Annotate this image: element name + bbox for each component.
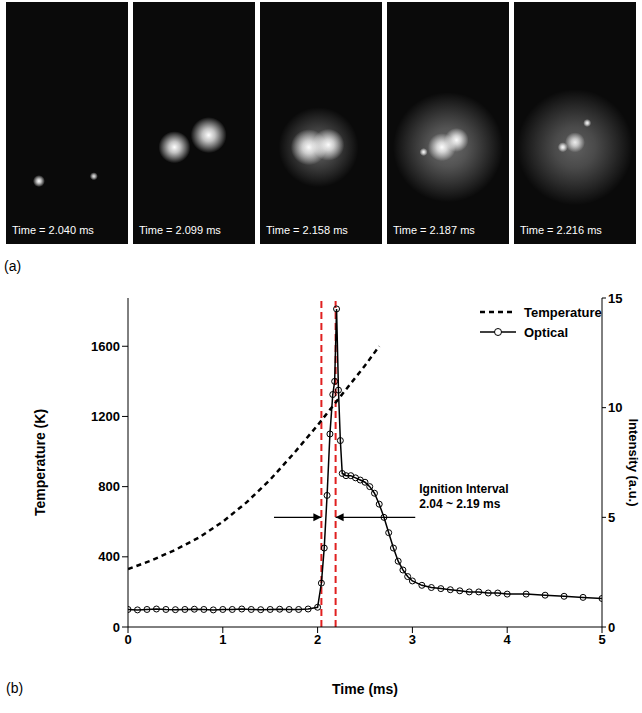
svg-text:2: 2 <box>314 632 321 647</box>
svg-text:0: 0 <box>608 620 615 635</box>
svg-text:0: 0 <box>113 620 120 635</box>
html-text:(b): (b) <box>6 680 24 696</box>
svg-text:Time = 2.099 ms: Time = 2.099 ms <box>139 224 221 236</box>
svg-text:1: 1 <box>219 632 226 647</box>
svg-text:Intensity (a.u.): Intensity (a.u.) <box>626 418 641 506</box>
svg-text:10: 10 <box>608 400 622 415</box>
html-text:Temperature: Temperature <box>524 304 602 320</box>
svg-text:800: 800 <box>98 479 120 494</box>
svg-text:Time (ms): Time (ms) <box>332 681 398 697</box>
html-text:Optical: Optical <box>524 324 569 340</box>
svg-text:5: 5 <box>608 510 615 525</box>
html-text:(a): (a) <box>4 258 22 274</box>
svg-text:2.04 ~ 2.19 ms: 2.04 ~ 2.19 ms <box>419 497 500 511</box>
svg-text:0: 0 <box>124 632 131 647</box>
svg-text:4: 4 <box>504 632 512 647</box>
svg-text:Temperature (K): Temperature (K) <box>32 409 48 516</box>
svg-text:1600: 1600 <box>91 339 120 354</box>
svg-text:Time = 2.158 ms: Time = 2.158 ms <box>266 224 348 236</box>
svg-text:3: 3 <box>409 632 416 647</box>
svg-text:400: 400 <box>98 549 120 564</box>
svg-text:Time = 2.216 ms: Time = 2.216 ms <box>520 224 602 236</box>
svg-text:5: 5 <box>598 632 605 647</box>
svg-text:Time = 2.040 ms: Time = 2.040 ms <box>12 224 94 236</box>
svg-text:Time = 2.187 ms: Time = 2.187 ms <box>393 224 475 236</box>
svg-text:15: 15 <box>608 291 622 306</box>
svg-text:Ignition Interval: Ignition Interval <box>419 482 508 496</box>
svg-text:1200: 1200 <box>91 409 120 424</box>
